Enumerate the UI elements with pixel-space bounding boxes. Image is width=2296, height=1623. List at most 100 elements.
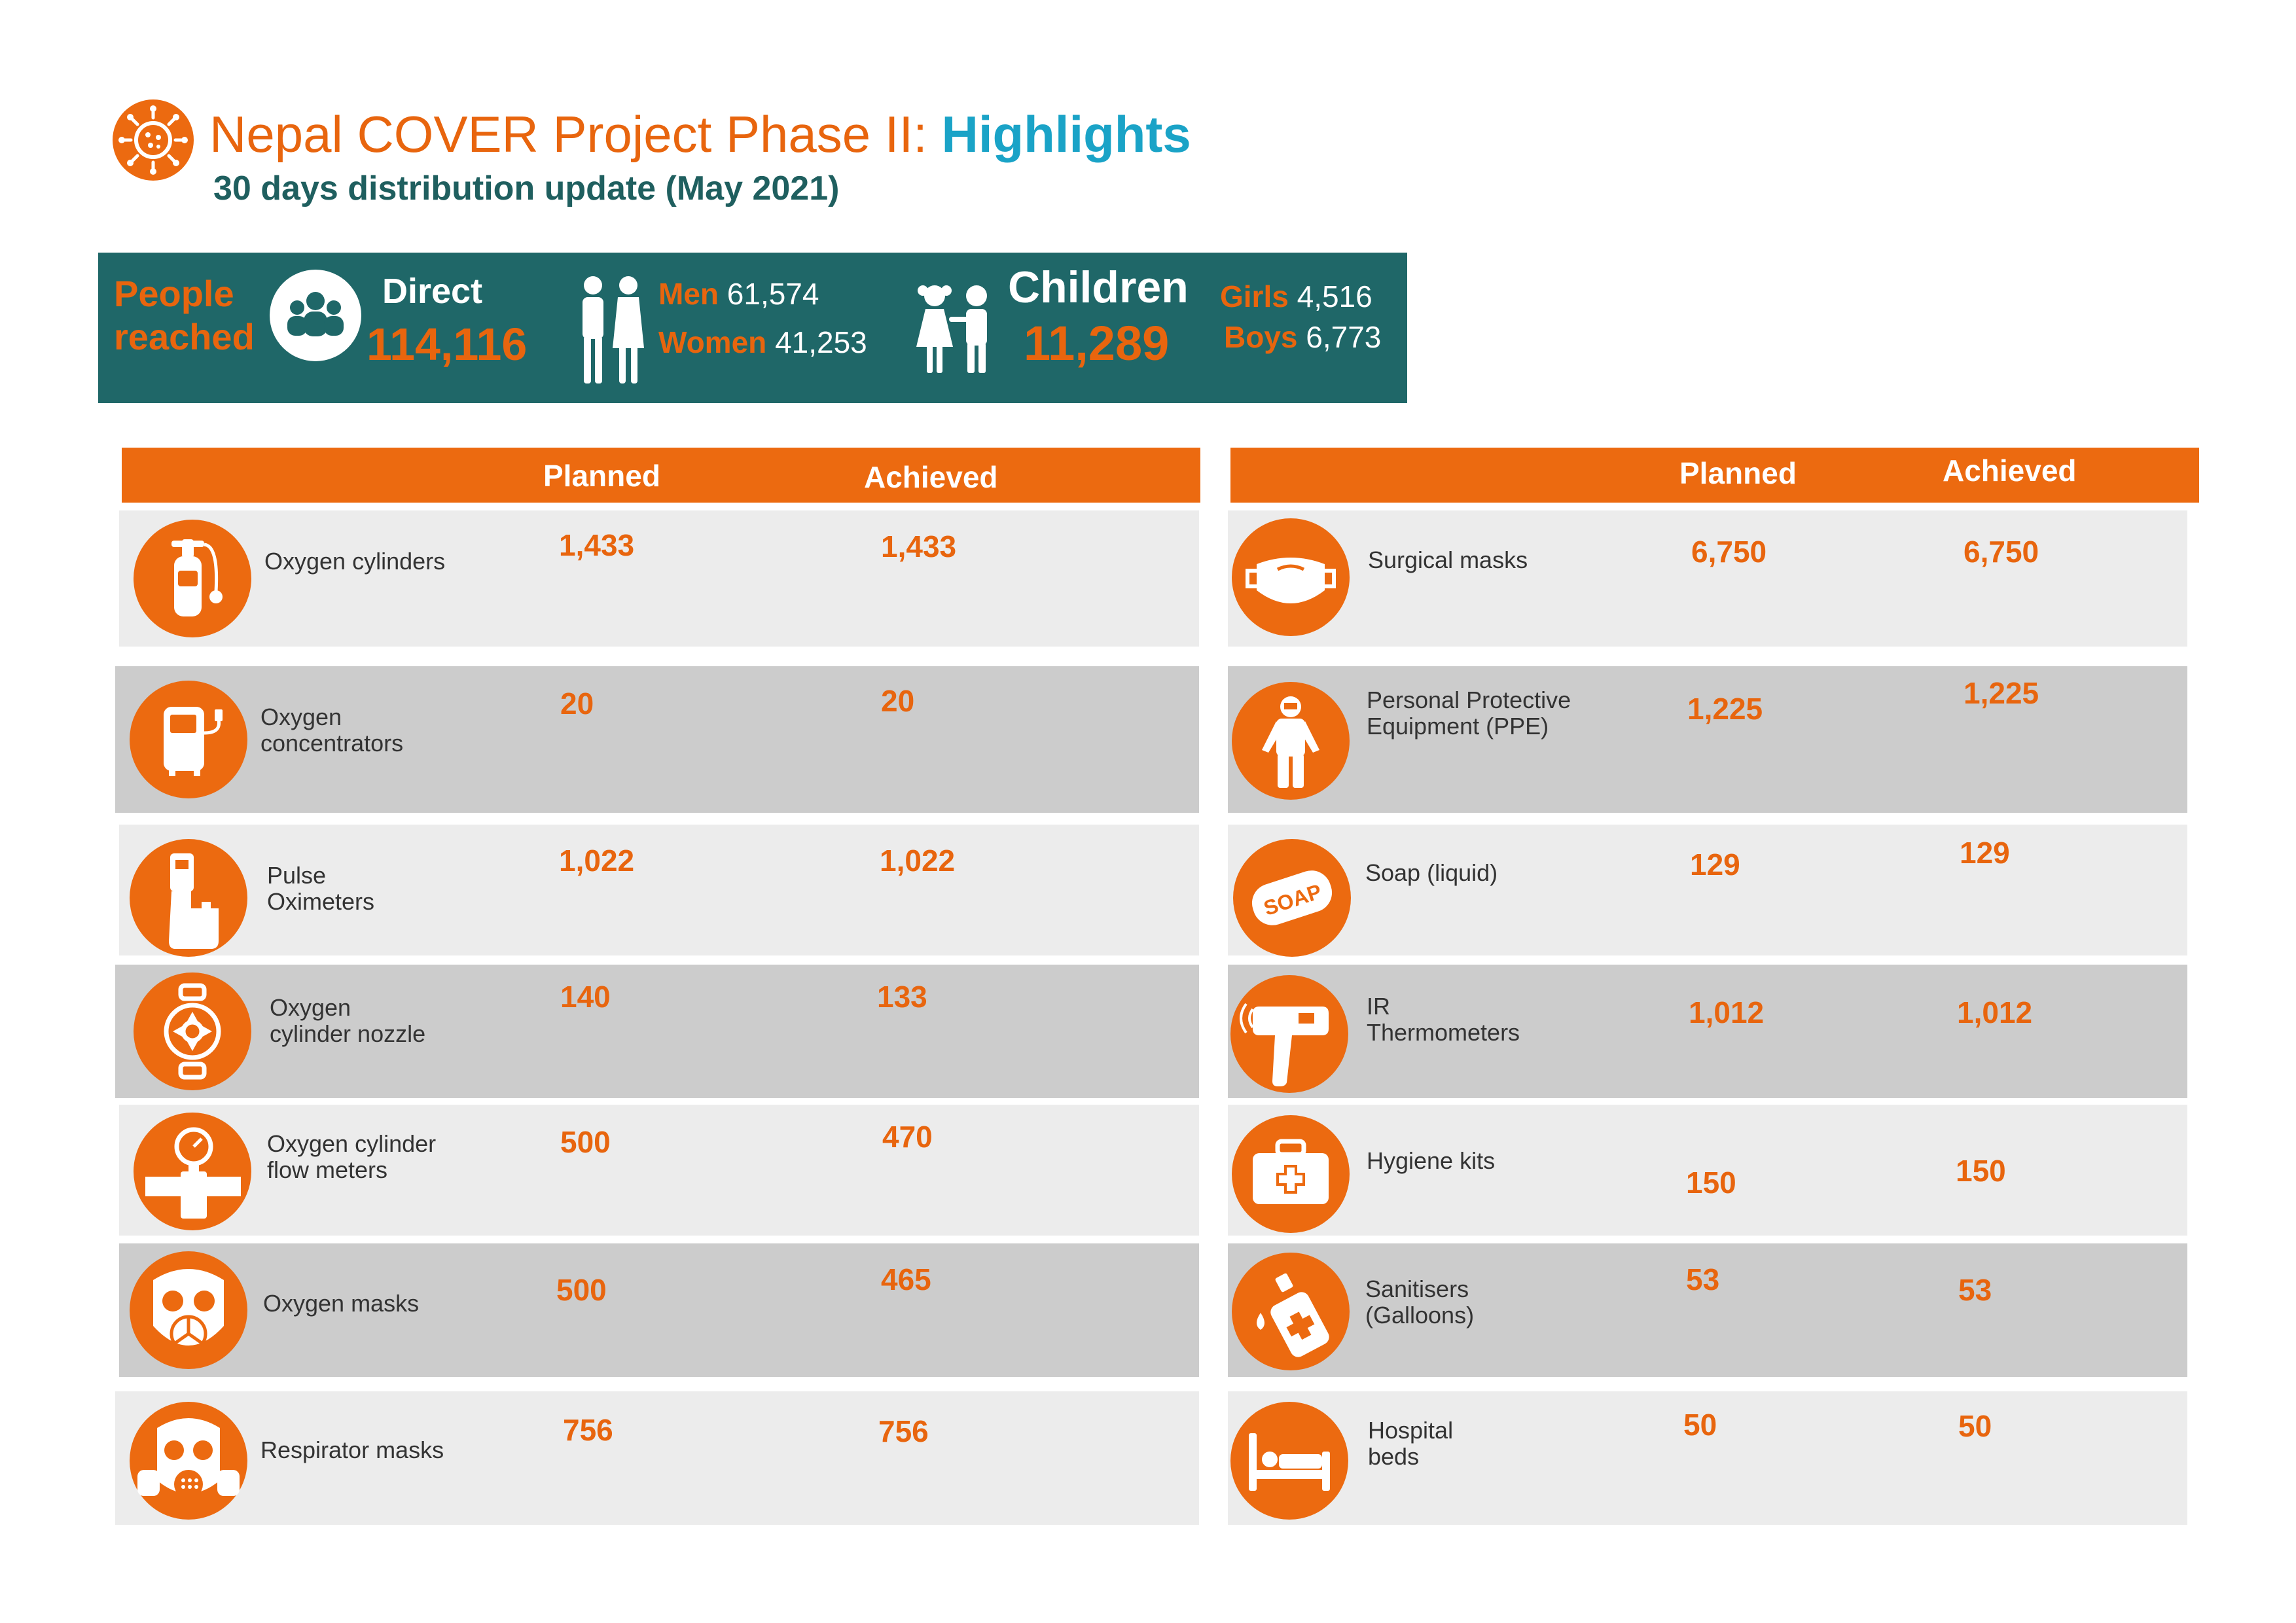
group-icon	[270, 270, 361, 361]
flow-meter-icon	[134, 1113, 251, 1230]
table-row: Respirator masks 756 756	[115, 1391, 1199, 1525]
women-label: Women	[658, 325, 767, 359]
item-name: Sanitisers (Galloons)	[1365, 1275, 1475, 1329]
left-achieved-header: Achieved	[864, 460, 998, 494]
achieved-value: 50	[1958, 1409, 1992, 1443]
item-name: Oxygen masks	[263, 1290, 420, 1317]
achieved-value: 6,750	[1964, 535, 2039, 569]
planned-value: 53	[1686, 1262, 1720, 1296]
achieved-value: 1,225	[1964, 676, 2039, 710]
table-row: Sanitisers (Galloons) 53 53	[1228, 1243, 2187, 1377]
adults-icon	[575, 271, 647, 389]
planned-value: 20	[560, 687, 594, 721]
people-reached-summary: People reached Direct 114,116 Men 61,574…	[98, 253, 1407, 403]
achieved-value: 1,012	[1957, 995, 2033, 1029]
table-row: SOAP Soap (liquid) 129 129	[1228, 825, 2187, 957]
planned-value: 150	[1686, 1166, 1736, 1200]
people-reached-line2: reached	[114, 316, 255, 357]
children-label: Children	[1008, 262, 1189, 312]
table-row: Oxygen cylinder flow meters 500 470	[119, 1105, 1199, 1236]
planned-value: 6,750	[1691, 535, 1767, 569]
achieved-value: 465	[881, 1262, 931, 1296]
planned-value: 1,012	[1689, 995, 1765, 1029]
girls-stat: Girls 4,516	[1220, 279, 1372, 314]
direct-value: 114,116	[367, 319, 528, 370]
ir-thermometer-icon	[1230, 975, 1348, 1093]
planned-value: 50	[1683, 1408, 1717, 1442]
achieved-value: 756	[878, 1414, 929, 1448]
achieved-value: 20	[881, 684, 915, 718]
table-row: Surgical masks 6,750 6,750	[1228, 510, 2187, 647]
boys-value: 6,773	[1306, 320, 1382, 354]
pulse-oximeter-icon	[130, 839, 247, 957]
achieved-value: 129	[1960, 836, 2010, 870]
right-planned-header: Planned	[1679, 456, 1797, 490]
item-name: Pulse Oximeters	[267, 862, 375, 915]
planned-value: 500	[560, 1125, 611, 1159]
item-name: Oxygen cylinder flow meters	[267, 1130, 437, 1183]
table-row: IR Thermometers 1,012 1,012	[1228, 965, 2187, 1098]
virus-icon	[111, 98, 195, 182]
ppe-suit-icon	[1232, 682, 1350, 800]
item-name: Respirator masks	[260, 1436, 444, 1463]
people-reached-label: People reached	[114, 272, 255, 359]
respirator-mask-icon	[130, 1402, 247, 1520]
planned-value: 756	[563, 1413, 613, 1447]
achieved-value: 1,022	[880, 844, 956, 878]
item-name: Hospital beds	[1368, 1417, 1454, 1470]
item-name: Soap (liquid)	[1365, 859, 1498, 886]
left-planned-header: Planned	[543, 459, 660, 493]
page-title: Nepal COVER Project Phase II: Highlights	[209, 105, 1191, 164]
table-row: Oxygen masks 500 465	[119, 1243, 1199, 1377]
men-value: 61,574	[726, 277, 819, 311]
achieved-value: 53	[1958, 1273, 1992, 1307]
men-label: Men	[658, 277, 719, 311]
table-row: Hospital beds 50 50	[1228, 1391, 2187, 1525]
left-table-header: Planned Achieved	[122, 448, 1200, 503]
item-name: Surgical masks	[1368, 546, 1528, 573]
item-name: IR Thermometers	[1367, 993, 1520, 1046]
children-value: 11,289	[1024, 316, 1170, 370]
planned-value: 129	[1690, 847, 1740, 882]
girls-label: Girls	[1220, 279, 1289, 313]
table-row: Hygiene kits 150 150	[1228, 1105, 2187, 1236]
women-stat: Women 41,253	[658, 325, 867, 360]
oxygen-mask-icon	[130, 1251, 247, 1369]
item-name: Personal Protective Equipment (PPE)	[1367, 687, 1571, 740]
page-subtitle: 30 days distribution update (May 2021)	[213, 169, 840, 207]
table-row: Oxygen cylinders 1,433 1,433	[119, 510, 1199, 647]
right-table-header: Planned Achieved	[1230, 448, 2199, 503]
table-row: Personal Protective Equipment (PPE) 1,225…	[1228, 666, 2187, 813]
item-name: Oxygen concentrators	[260, 704, 404, 757]
direct-label: Direct	[382, 272, 483, 311]
achieved-value: 470	[882, 1120, 933, 1154]
surgical-mask-icon	[1232, 518, 1350, 636]
cylinder-nozzle-icon	[134, 972, 251, 1090]
children-icon	[910, 279, 1001, 377]
planned-value: 1,225	[1687, 692, 1763, 726]
achieved-value: 150	[1956, 1154, 2006, 1188]
right-achieved-header: Achieved	[1943, 454, 2077, 488]
title-main: Nepal COVER Project Phase II:	[209, 105, 942, 163]
table-row: Oxygen concentrators 20 20	[115, 666, 1199, 813]
planned-value: 500	[556, 1273, 607, 1307]
oxygen-cylinder-icon	[134, 520, 251, 637]
oxygen-concentrator-icon	[130, 681, 247, 798]
table-row: Oxygen cylinder nozzle 140 133	[115, 965, 1199, 1098]
planned-value: 1,022	[559, 844, 635, 878]
achieved-value: 1,433	[881, 529, 957, 563]
hospital-bed-icon	[1230, 1402, 1348, 1520]
sanitiser-bottle-icon	[1232, 1253, 1350, 1370]
girls-value: 4,516	[1297, 279, 1372, 313]
men-stat: Men 61,574	[658, 276, 819, 312]
people-reached-line1: People	[114, 273, 234, 314]
soap-icon: SOAP	[1233, 839, 1351, 957]
boys-stat: Boys 6,773	[1224, 319, 1381, 355]
planned-value: 140	[560, 980, 611, 1014]
item-name: Oxygen cylinders	[264, 548, 446, 575]
women-value: 41,253	[775, 325, 867, 359]
planned-value: 1,433	[559, 528, 635, 562]
first-aid-kit-icon	[1232, 1115, 1350, 1233]
item-name: Oxygen cylinder nozzle	[270, 994, 426, 1047]
table-row: Pulse Oximeters 1,022 1,022	[119, 825, 1199, 957]
